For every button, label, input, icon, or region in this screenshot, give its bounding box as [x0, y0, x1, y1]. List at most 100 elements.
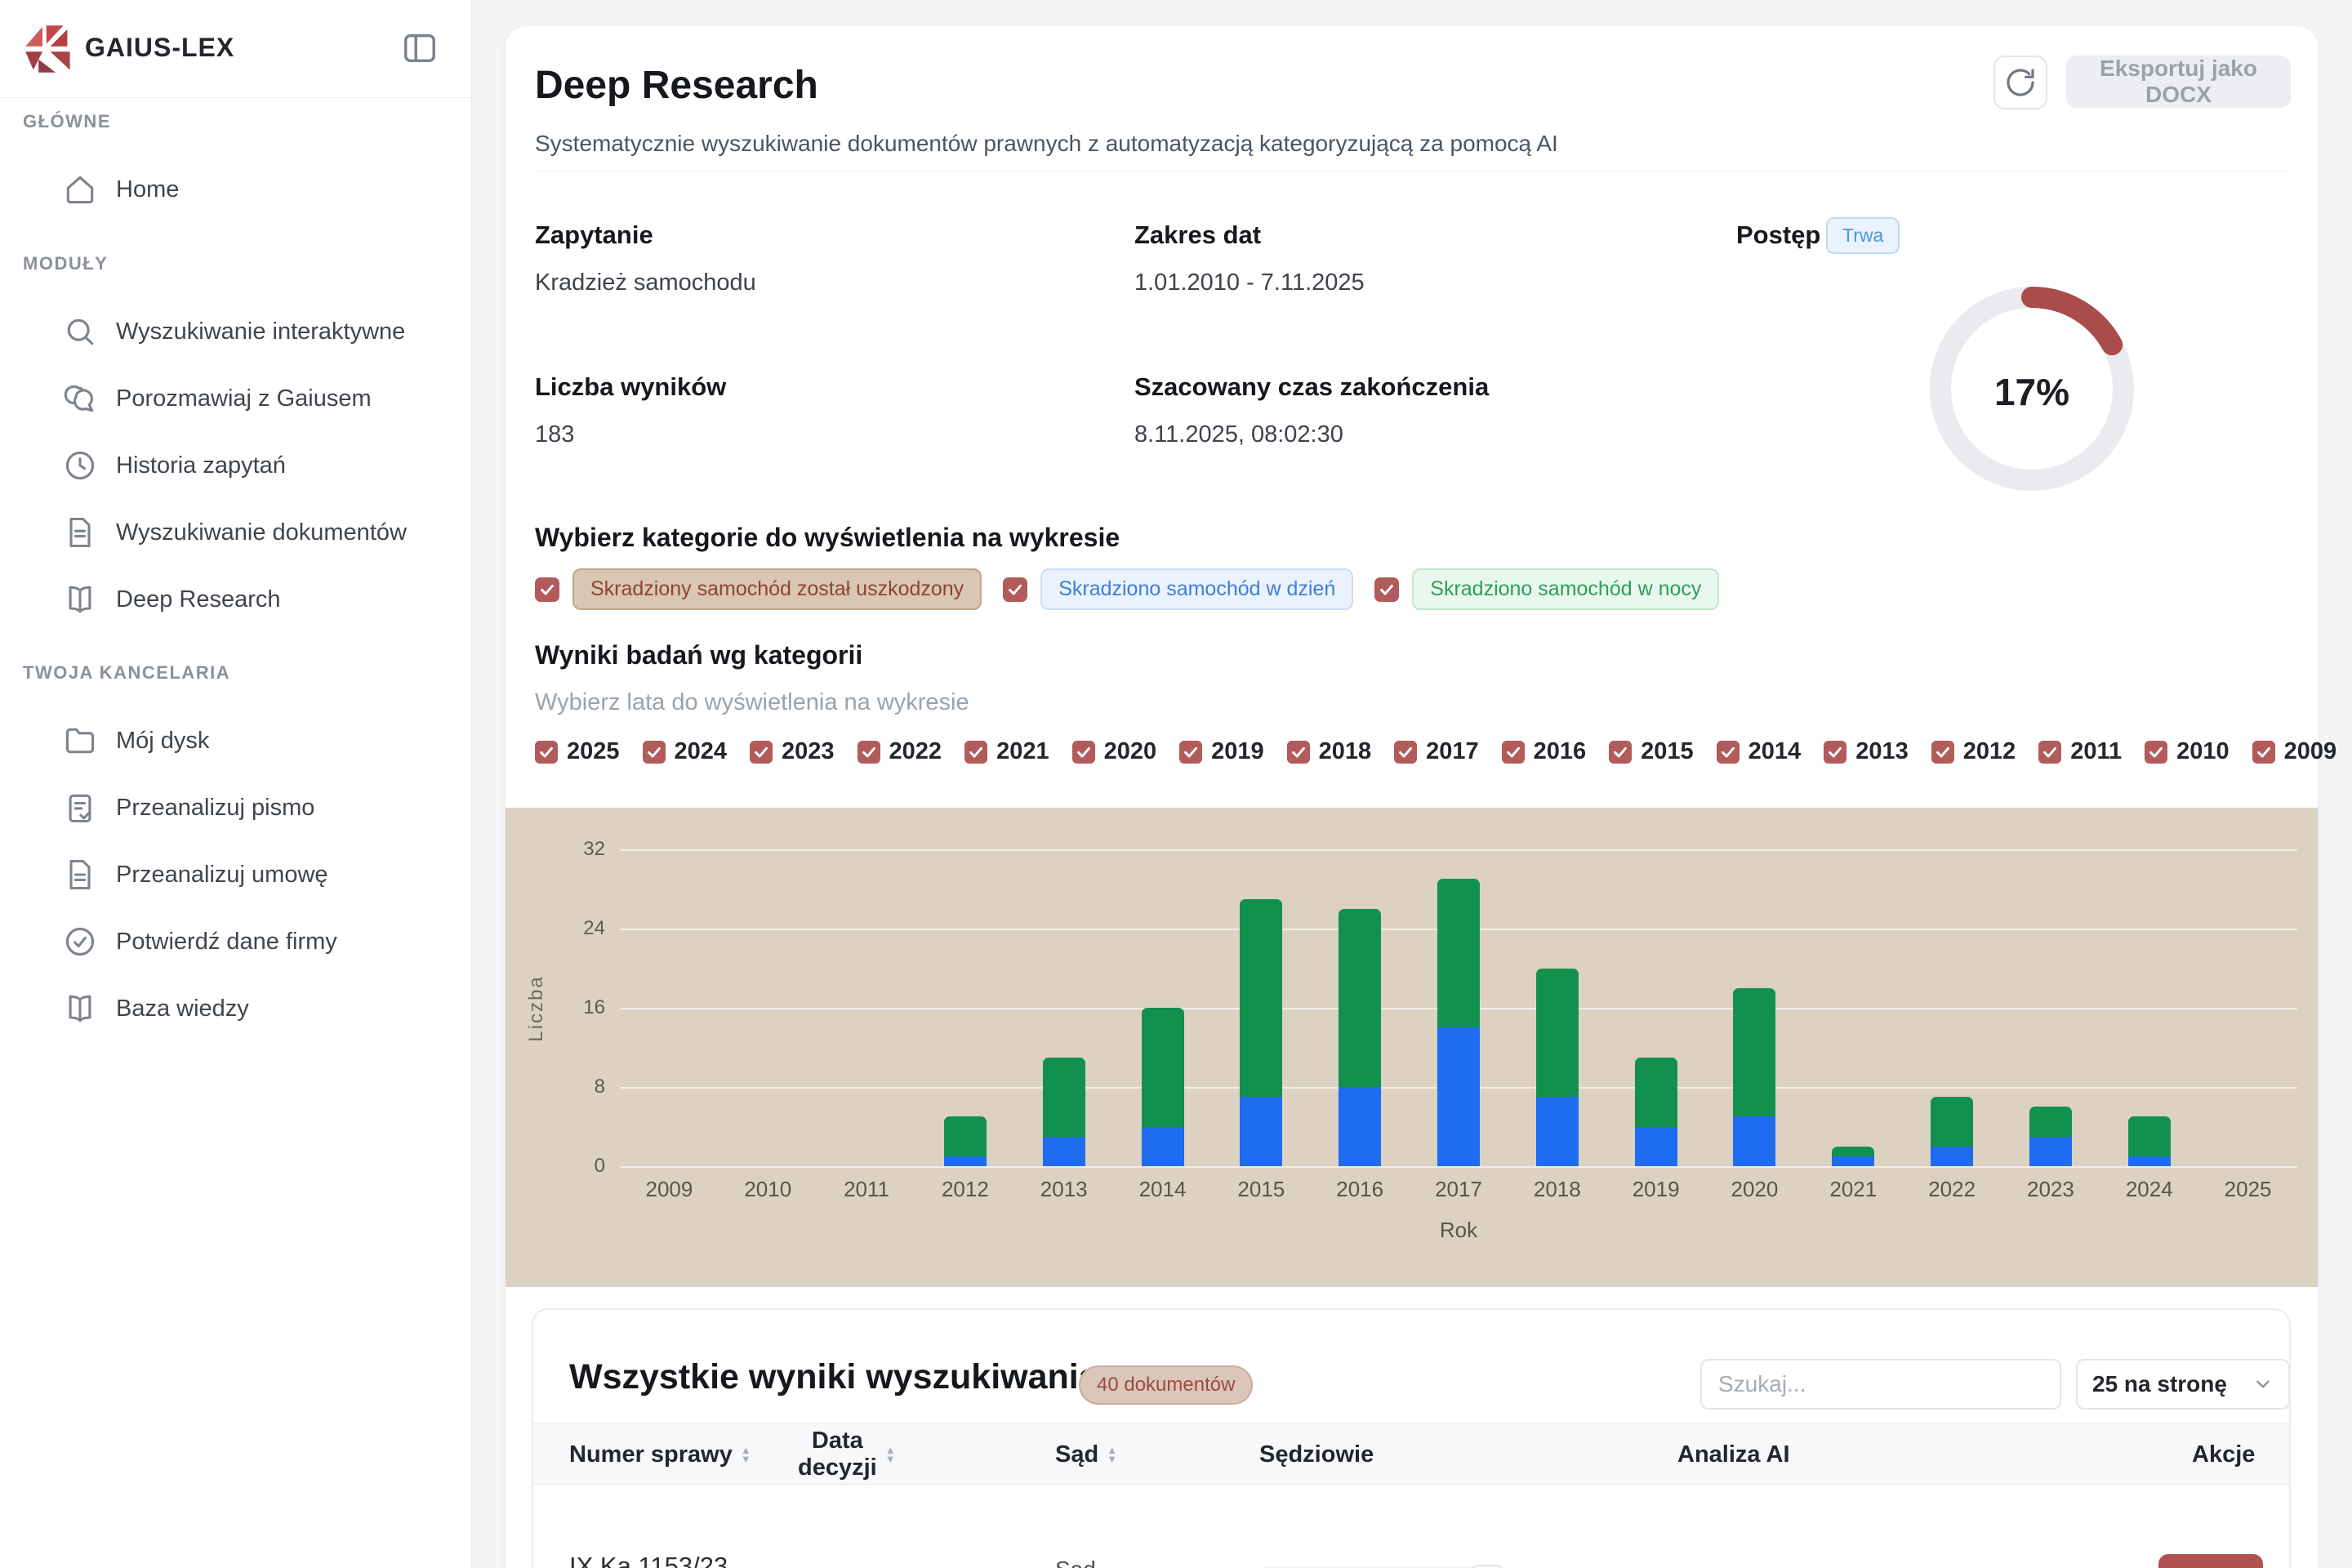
column-header-s-d[interactable]: Sąd ▲ ▼	[1055, 1441, 1118, 1468]
progress-ring: 17%	[1901, 258, 2163, 519]
bar-2014[interactable]	[1141, 1008, 1184, 1166]
page-subtitle: Systematycznie wyszukiwanie dokumentów p…	[535, 131, 1558, 156]
sidebar-item-porozmawiaj-z-gaiusem[interactable]: Porozmawiaj z Gaiusem	[16, 369, 456, 428]
checkbox-checked[interactable]	[1374, 577, 1400, 602]
checkbox-checked[interactable]	[1609, 740, 1633, 764]
x-tick-label: 2024	[2125, 1177, 2173, 1201]
checkbox-checked[interactable]	[857, 740, 880, 764]
bar-2021[interactable]	[1832, 1146, 1875, 1166]
bar-2018[interactable]	[1535, 968, 1579, 1166]
checkbox-checked[interactable]	[1286, 740, 1310, 764]
sidebar-section-label: GŁÓWNE	[23, 111, 111, 131]
checkbox-checked[interactable]	[1179, 740, 1203, 764]
view-button[interactable]: Zobacz	[2158, 1554, 2263, 1568]
sidebar-item-potwierd-dane-firmy[interactable]: Potwierdź dane firmy	[16, 912, 456, 971]
column-header-data-decyzji[interactable]: Data decyzji ▲ ▼	[798, 1427, 896, 1481]
sort-icon[interactable]: ▲ ▼	[1107, 1443, 1118, 1465]
categories-heading: Wybierz kategorie do wyświetlenia na wyk…	[535, 523, 1120, 552]
x-axis-label: Rok	[1439, 1218, 1478, 1242]
header-divider	[535, 171, 2291, 172]
y-tick-label: 32	[583, 838, 605, 860]
bar-2022[interactable]	[1931, 1097, 1974, 1166]
checkbox-checked[interactable]	[1071, 740, 1095, 764]
checkbox-checked[interactable]	[642, 740, 666, 764]
sidebar-item-label: Porozmawiaj z Gaiusem	[116, 385, 372, 412]
sidebar-item-przeanalizuj-pismo[interactable]: Przeanalizuj pismo	[16, 778, 456, 837]
chevron-down-icon	[2256, 1380, 2270, 1388]
sidebar-item-label: Home	[116, 176, 180, 203]
sidebar-item-label: Baza wiedzy	[116, 995, 249, 1022]
bar-2016[interactable]	[1339, 908, 1382, 1166]
checkbox-checked[interactable]	[2252, 740, 2275, 764]
bar-2015[interactable]	[1240, 898, 1283, 1166]
case-number-cell[interactable]: IX Ka 1153/23	[569, 1552, 728, 1568]
checkbox-checked[interactable]	[1824, 740, 1847, 764]
book-open-icon	[62, 991, 98, 1027]
checkbox-checked[interactable]	[964, 740, 988, 764]
bar-2013[interactable]	[1042, 1057, 1085, 1166]
search-results-card: Wszystkie wyniki wyszukiwania 40 dokumen…	[532, 1308, 2291, 1568]
bar-segment-day	[1535, 1097, 1579, 1166]
checkbox-checked[interactable]	[1931, 740, 1954, 764]
bar-segment-night	[1437, 879, 1480, 1028]
document-lines-icon	[62, 857, 98, 893]
year-label: 2021	[996, 738, 1049, 764]
bar-2017[interactable]	[1437, 879, 1480, 1166]
judge-chip[interactable]: sędzia Iwona Konopka	[1259, 1566, 1506, 1568]
export-docx-button[interactable]: Eksportuj jako DOCX	[2066, 56, 2291, 108]
checkbox-checked[interactable]	[1501, 740, 1525, 764]
sidebar-item-label: Potwierdź dane firmy	[116, 928, 337, 955]
folder-icon	[62, 723, 98, 759]
sidebar-item-przeanalizuj-umow-[interactable]: Przeanalizuj umowę	[16, 845, 456, 904]
checkbox-checked[interactable]	[2145, 740, 2168, 764]
book-open-icon	[62, 581, 98, 617]
sidebar-item-baza-wiedzy[interactable]: Baza wiedzy	[16, 979, 456, 1038]
checkbox-checked[interactable]	[1394, 740, 1418, 764]
sidebar-item-wyszukiwanie-dokument-w[interactable]: Wyszukiwanie dokumentów	[16, 503, 456, 562]
bar-2024[interactable]	[2127, 1116, 2171, 1166]
progress-arc	[1930, 287, 2134, 491]
bar-segment-day	[1042, 1136, 1085, 1166]
search-icon	[62, 314, 98, 350]
year-label: 2009	[2283, 738, 2337, 764]
bar-segment-night	[1141, 1008, 1184, 1127]
bar-2019[interactable]	[1634, 1057, 1677, 1166]
bar-2023[interactable]	[2029, 1107, 2072, 1166]
x-tick-label: 2022	[1928, 1177, 1976, 1201]
sidebar-item-label: Wyszukiwanie dokumentów	[116, 519, 407, 546]
judge-add-button[interactable]: +	[1471, 1565, 1503, 1568]
checkbox-checked[interactable]	[1003, 577, 1028, 602]
category-pill[interactable]: Skradziono samochód w nocy	[1412, 568, 1720, 610]
x-tick-label: 2016	[1336, 1177, 1384, 1201]
category-pill[interactable]: Skradziony samochód został uszkodzony	[572, 568, 982, 610]
sort-icon[interactable]: ▲ ▼	[740, 1443, 751, 1465]
year-option-2015: 2015	[1609, 738, 1694, 765]
sidebar-item-home[interactable]: Home	[16, 160, 456, 219]
page-size-select[interactable]: 25 na stronę	[2076, 1359, 2289, 1410]
sidebar-item-m-j-dysk[interactable]: Mój dysk	[16, 711, 456, 770]
sidebar-toggle-button[interactable]	[400, 29, 439, 69]
bar-2020[interactable]	[1733, 987, 1776, 1166]
year-label: 2023	[782, 738, 835, 764]
checkbox-checked[interactable]	[535, 577, 559, 602]
column-header-numer-sprawy[interactable]: Numer sprawy ▲ ▼	[569, 1441, 751, 1468]
checkbox-checked[interactable]	[2038, 740, 2062, 764]
search-input[interactable]	[1700, 1359, 2061, 1410]
years-hint: Wybierz lata do wyświetlenia na wykresie	[535, 689, 969, 715]
column-header-analiza-ai: Analiza AI	[1677, 1441, 1790, 1468]
checkbox-checked[interactable]	[750, 740, 773, 764]
checkbox-checked[interactable]	[535, 740, 558, 764]
sidebar-item-wyszukiwanie-interaktywne[interactable]: Wyszukiwanie interaktywne	[16, 302, 456, 361]
x-tick-label: 2014	[1138, 1177, 1187, 1201]
sort-icon[interactable]: ▲ ▼	[884, 1443, 896, 1465]
sidebar-item-deep-research[interactable]: Deep Research	[16, 570, 456, 629]
chat-icon	[62, 381, 98, 416]
category-pill[interactable]: Skradziono samochód w dzień	[1040, 568, 1354, 610]
bar-segment-night	[1634, 1057, 1677, 1127]
bar-2012[interactable]	[943, 1116, 987, 1166]
refresh-button[interactable]	[1993, 56, 2047, 109]
checkbox-checked[interactable]	[1716, 740, 1740, 764]
eta-label: Szacowany czas zakończenia	[1134, 372, 1490, 401]
sidebar-item-historia-zapyta-[interactable]: Historia zapytań	[16, 436, 456, 495]
progress-percent: 17%	[1993, 371, 2070, 413]
